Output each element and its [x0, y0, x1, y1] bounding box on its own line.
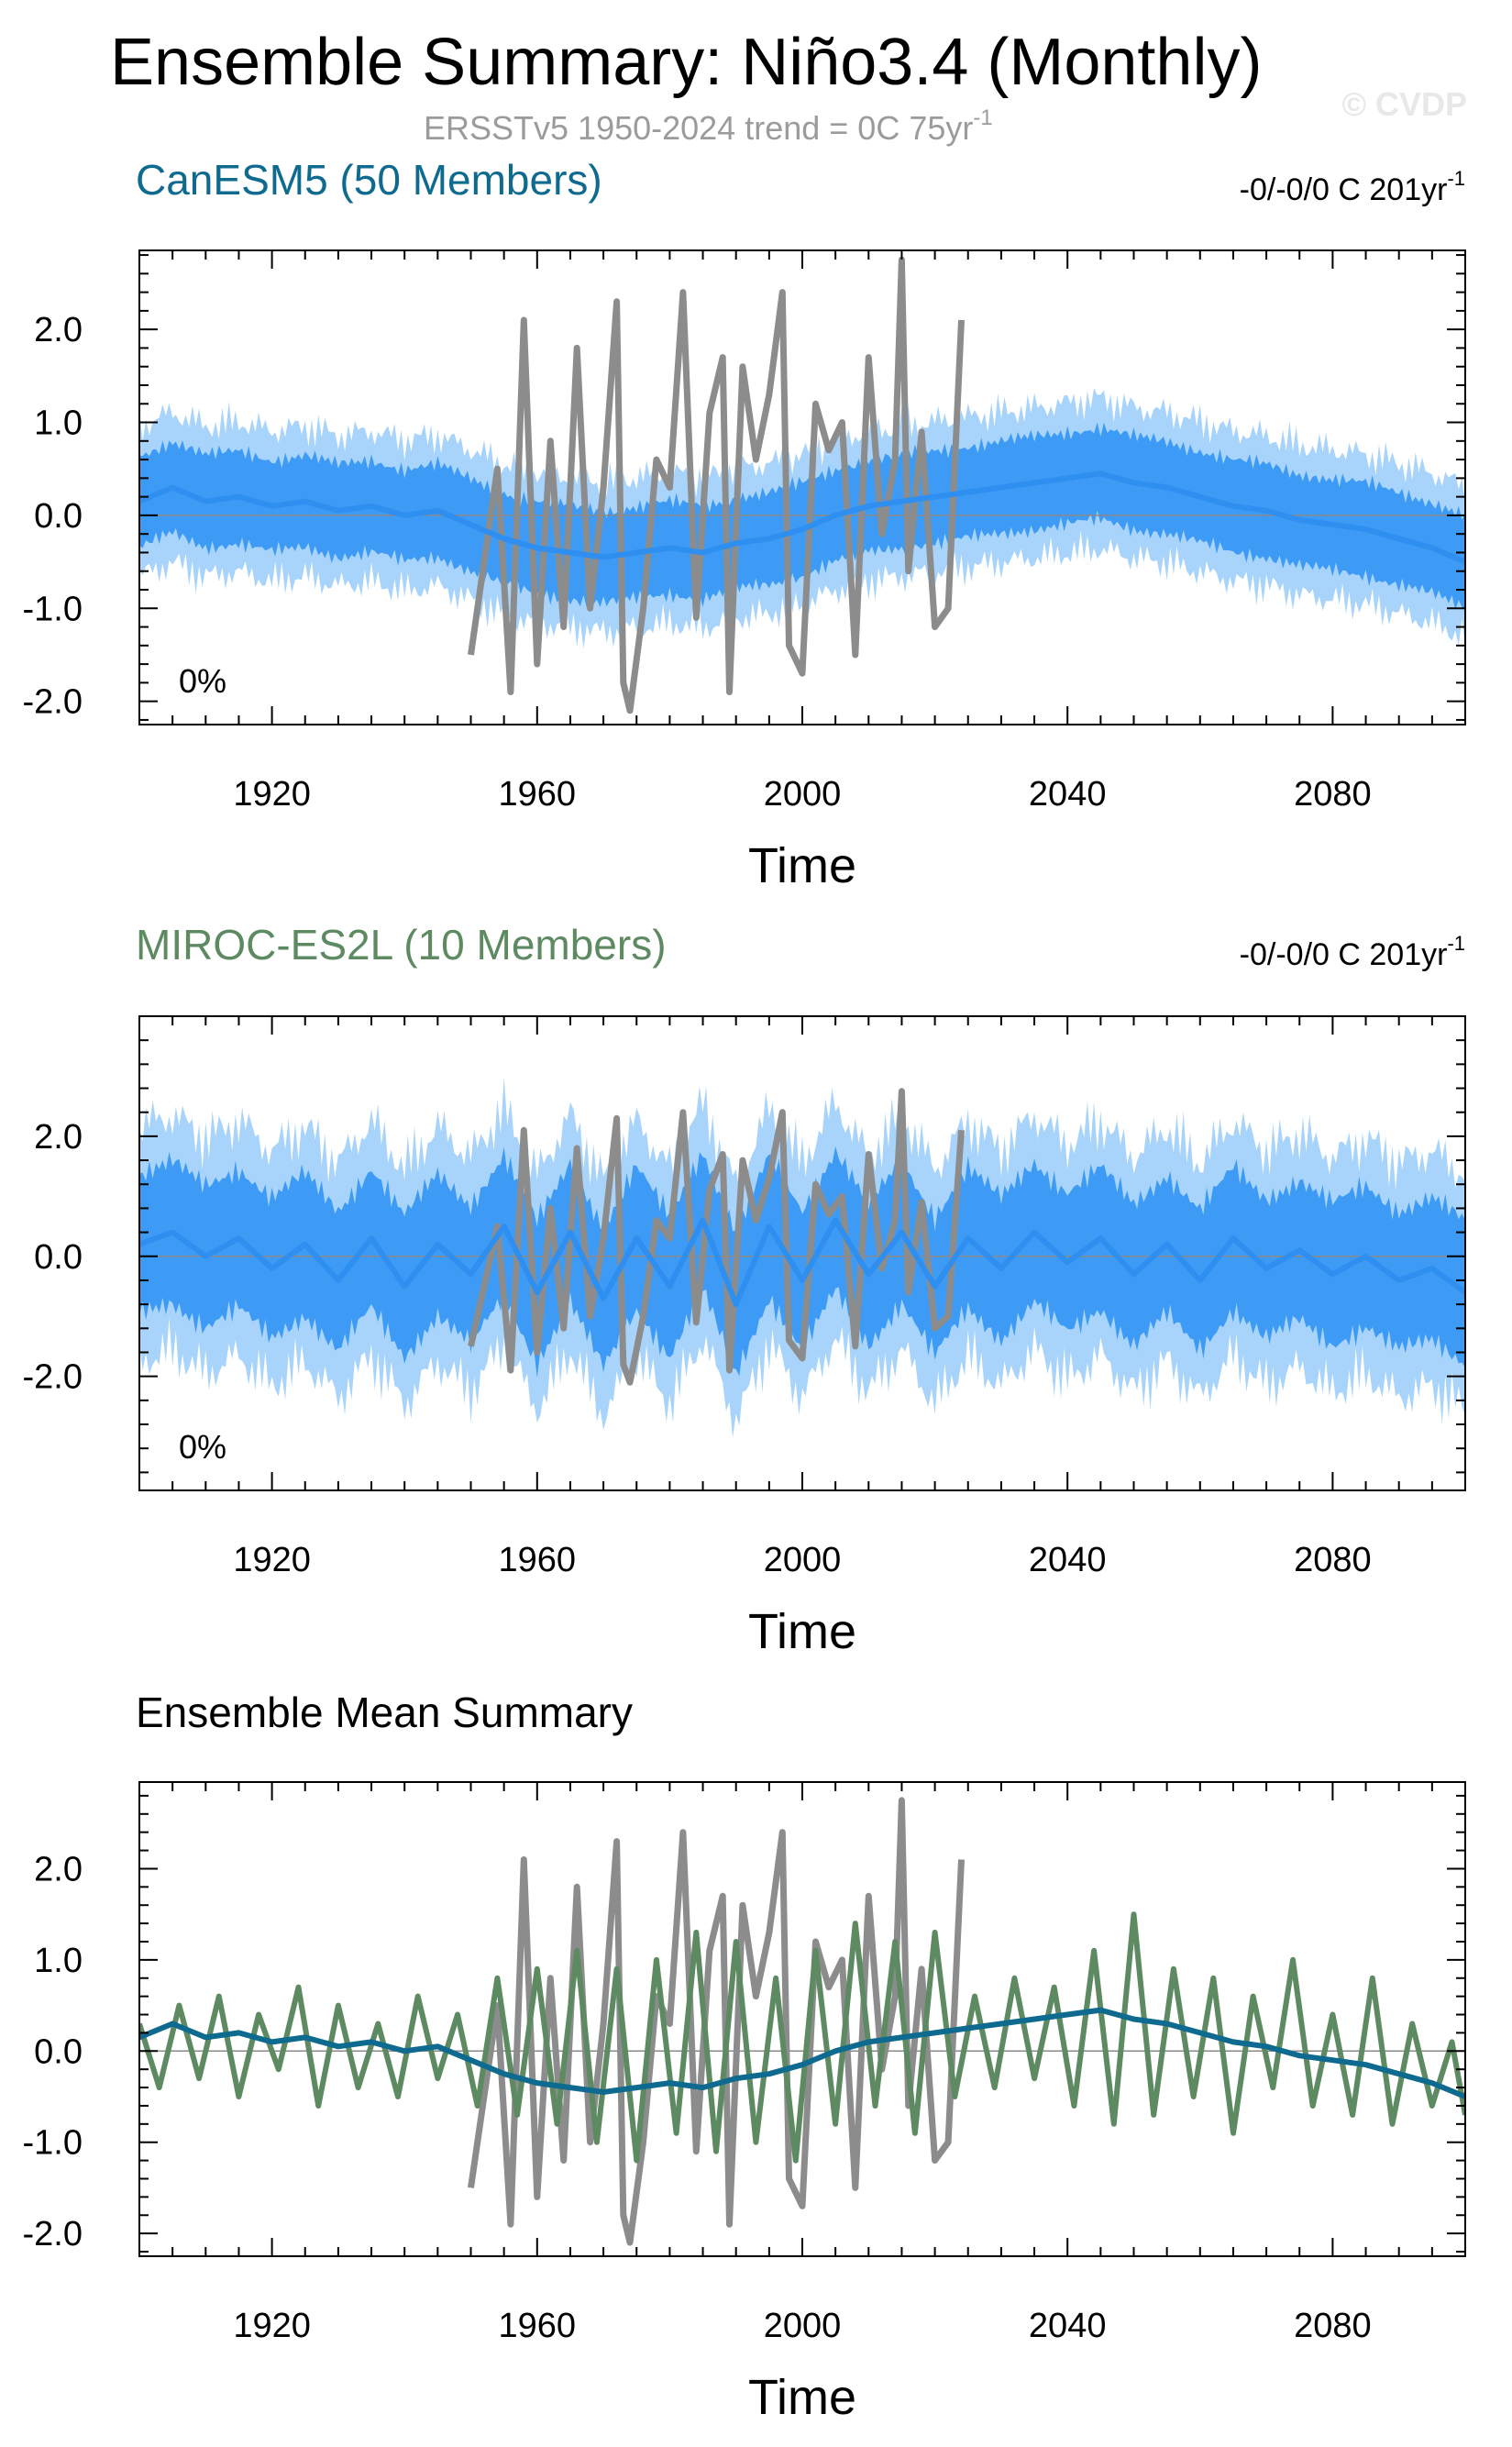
x-tick-label: 1920 — [233, 1541, 311, 1579]
miroc-es2l-mean-line — [139, 1911, 1465, 2164]
x-tick-label: 1960 — [499, 1541, 577, 1579]
ensemble-mean-plot-area: 1920 1960 2000 2040 2080 -2.0 -1.0 0.0 1.0 2.0 — [23, 1781, 1466, 2345]
ensemble-inner-band — [139, 422, 1465, 612]
y-tick-label: 0.0 — [34, 1238, 83, 1277]
y-tick-label: 2.0 — [34, 1850, 83, 1888]
x-tick-label: 2040 — [1029, 775, 1107, 814]
ensemble-mean-x-axis-title: Time — [748, 2370, 856, 2425]
y-tick-label: 1.0 — [34, 1942, 83, 1980]
figure-title: Ensemble Summary: Niño3.4 (Monthly) — [110, 26, 1262, 99]
y-tick-label: -1.0 — [23, 2124, 83, 2163]
canesm5-panel: CanESM5 (50 Members) -0/-0/0 C 201yr-1 1… — [23, 156, 1466, 893]
x-tick-label: 2000 — [764, 775, 842, 814]
y-tick-label: 0.0 — [34, 497, 83, 536]
canesm5-trend-label: -0/-0/0 C 201yr-1 — [1240, 167, 1465, 207]
miroc-plot-area: 1920 1960 2000 2040 2080 -2.0 0.0 2.0 — [23, 1015, 1466, 1579]
figure-subtitle: ERSSTv5 1950-2024 trend = 0C 75yr-1 — [424, 105, 993, 147]
x-tick-label: 1920 — [233, 775, 311, 814]
y-tick-label: -2.0 — [23, 683, 83, 722]
y-tick-label: 1.0 — [34, 404, 83, 443]
ensemble-inner-band — [139, 1146, 1465, 1378]
plot-clip-group — [139, 1076, 1465, 1438]
plot-clip-group — [139, 1797, 1465, 2246]
x-tick-label: 2040 — [1029, 1541, 1107, 1579]
x-tick-label: 2000 — [764, 1541, 842, 1579]
y-tick-label: -2.0 — [23, 2215, 83, 2253]
canesm5-percent-label: 0% — [179, 662, 226, 700]
figure-subtitle-text: ERSSTv5 1950-2024 trend = 0C 75yr — [424, 109, 973, 147]
miroc-panel-title: MIROC-ES2L (10 Members) — [136, 921, 667, 969]
canesm5-trend-sup: -1 — [1447, 167, 1465, 190]
y-tick-label: 0.0 — [34, 2032, 83, 2071]
ensemble-mean-line — [139, 1217, 1465, 1308]
canesm5-plot-area: 1920 1960 2000 2040 2080 -2.0 -1.0 0.0 1.0 2.0 — [23, 249, 1466, 814]
miroc-trend-sup: -1 — [1447, 932, 1465, 955]
x-tick-label: 2000 — [764, 2307, 842, 2345]
observations-line — [468, 256, 965, 714]
x-tick-label: 1920 — [233, 2307, 311, 2345]
y-tick-label: 2.0 — [34, 1118, 83, 1157]
canesm5-panel-title: CanESM5 (50 Members) — [136, 156, 602, 204]
ensemble-mean-line — [139, 471, 1465, 565]
cvdp-watermark: © CVDP — [1341, 85, 1467, 123]
x-tick-label: 2080 — [1294, 775, 1372, 814]
y-tick-label: -2.0 — [23, 1358, 83, 1397]
figure-subtitle-sup: -1 — [973, 105, 992, 130]
ensemble-mean-panel-title: Ensemble Mean Summary — [136, 1689, 633, 1736]
miroc-panel: MIROC-ES2L (10 Members) -0/-0/0 C 201yr-… — [23, 921, 1466, 1659]
miroc-percent-label: 0% — [179, 1428, 226, 1466]
miroc-x-axis-title: Time — [748, 1604, 856, 1659]
x-tick-label: 2080 — [1294, 1541, 1372, 1579]
y-tick-label: -1.0 — [23, 590, 83, 628]
ensemble-mean-panel: Ensemble Mean Summary 1920 1960 2000 2040 20… — [23, 1689, 1466, 2425]
plot-clip-group — [139, 256, 1465, 714]
canesm5-trend-text: -0/-0/0 C 201yr — [1240, 172, 1448, 207]
x-tick-label: 2040 — [1029, 2307, 1107, 2345]
x-tick-label: 1960 — [499, 2307, 577, 2345]
canesm5-mean-line — [139, 2007, 1465, 2099]
x-tick-label: 1960 — [499, 775, 577, 814]
miroc-trend-label: -0/-0/0 C 201yr-1 — [1240, 932, 1465, 972]
x-tick-label: 2080 — [1294, 2307, 1372, 2345]
miroc-trend-text: -0/-0/0 C 201yr — [1240, 937, 1448, 972]
canesm5-x-axis-title: Time — [748, 838, 856, 893]
y-tick-label: 2.0 — [34, 311, 83, 349]
